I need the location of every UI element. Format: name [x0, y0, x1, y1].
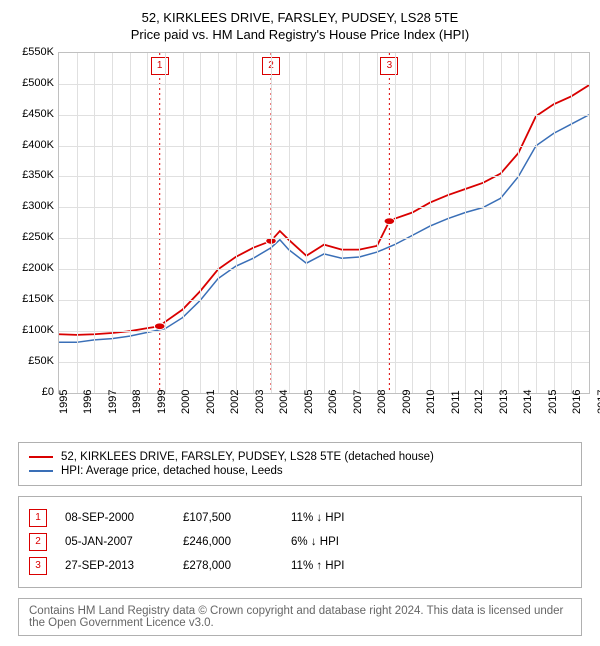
legend-label: HPI: Average price, detached house, Leed… [61, 465, 283, 477]
sale-row: 1 08-SEP-2000 £107,500 11% ↓ HPI [29, 509, 571, 527]
y-tick-label: £300K [10, 200, 54, 212]
x-tick-label: 2007 [352, 389, 364, 413]
licence-text: Contains HM Land Registry data © Crown c… [18, 598, 582, 636]
legend: 52, KIRKLEES DRIVE, FARSLEY, PUDSEY, LS2… [18, 442, 582, 486]
sale-hpi-diff: 11% ↓ HPI [291, 512, 391, 524]
x-tick-label: 1996 [82, 389, 94, 413]
x-tick-label: 1997 [107, 389, 119, 413]
x-tick-label: 2012 [473, 389, 485, 413]
legend-swatch [29, 470, 53, 472]
sale-hpi-diff: 6% ↓ HPI [291, 536, 391, 548]
x-tick-label: 2013 [498, 389, 510, 413]
y-tick-label: £250K [10, 231, 54, 243]
legend-item: 52, KIRKLEES DRIVE, FARSLEY, PUDSEY, LS2… [29, 451, 571, 463]
sale-date: 08-SEP-2000 [65, 512, 165, 524]
sale-price: £246,000 [183, 536, 273, 548]
sale-number-box: 1 [29, 509, 47, 527]
x-tick-label: 2011 [450, 390, 462, 414]
y-tick-label: £100K [10, 324, 54, 336]
sale-price: £278,000 [183, 560, 273, 572]
y-tick-label: £400K [10, 139, 54, 151]
y-tick-label: £550K [10, 46, 54, 58]
sale-date: 27-SEP-2013 [65, 560, 165, 572]
legend-swatch [29, 456, 53, 458]
x-tick-label: 2002 [229, 389, 241, 413]
x-tick-label: 2003 [254, 389, 266, 413]
x-tick-label: 2009 [401, 389, 413, 413]
sale-number-box: 2 [29, 533, 47, 551]
legend-label: 52, KIRKLEES DRIVE, FARSLEY, PUDSEY, LS2… [61, 451, 434, 463]
x-tick-label: 2016 [571, 389, 583, 413]
sale-hpi-diff: 11% ↑ HPI [291, 560, 391, 572]
x-tick-label: 2005 [303, 389, 315, 413]
title-subtitle: Price paid vs. HM Land Registry's House … [10, 27, 590, 44]
x-tick-label: 2014 [522, 389, 534, 413]
x-tick-label: 1995 [58, 389, 70, 413]
y-tick-label: £500K [10, 77, 54, 89]
sale-number-box: 3 [29, 557, 47, 575]
y-tick-label: £0 [10, 386, 54, 398]
x-tick-label: 2017 [596, 389, 600, 413]
x-tick-label: 2000 [180, 389, 192, 413]
x-tick-label: 2008 [376, 389, 388, 413]
chart-area: £0 £50K £100K £150K £200K £250K £300K £350K £400… [10, 52, 590, 432]
sales-table: 1 08-SEP-2000 £107,500 11% ↓ HPI 2 05-JAN-200… [18, 496, 582, 588]
y-tick-label: £50K [10, 355, 54, 367]
x-tick-label: 2004 [278, 389, 290, 413]
x-tick-label: 2001 [205, 389, 217, 413]
y-axis-labels: £0£50K£100K£150K£200K£250K£300K£350K£400… [10, 52, 54, 392]
legend-item: HPI: Average price, detached house, Leed… [29, 465, 571, 477]
chart-grid: 123 [58, 52, 590, 394]
title-address: 52, KIRKLEES DRIVE, FARSLEY, PUDSEY, LS2… [10, 10, 590, 27]
x-tick-label: 2015 [547, 389, 559, 413]
y-tick-label: £150K [10, 293, 54, 305]
sale-price: £107,500 [183, 512, 273, 524]
sale-marker-3: 3 [380, 57, 398, 75]
chart-title-block: 52, KIRKLEES DRIVE, FARSLEY, PUDSEY, LS2… [10, 10, 590, 44]
sale-row: 2 05-JAN-2007 £246,000 6% ↓ HPI [29, 533, 571, 551]
y-tick-label: £450K [10, 108, 54, 120]
x-tick-label: 2006 [327, 389, 339, 413]
sale-date: 05-JAN-2007 [65, 536, 165, 548]
y-tick-label: £350K [10, 169, 54, 181]
x-tick-label: 1999 [156, 389, 168, 413]
sale-row: 3 27-SEP-2013 £278,000 11% ↑ HPI [29, 557, 571, 575]
x-axis-labels: 1995199619971998199920002001200220032004… [58, 394, 590, 432]
y-tick-label: £200K [10, 262, 54, 274]
x-tick-label: 2010 [425, 389, 437, 413]
x-tick-label: 1998 [131, 389, 143, 413]
